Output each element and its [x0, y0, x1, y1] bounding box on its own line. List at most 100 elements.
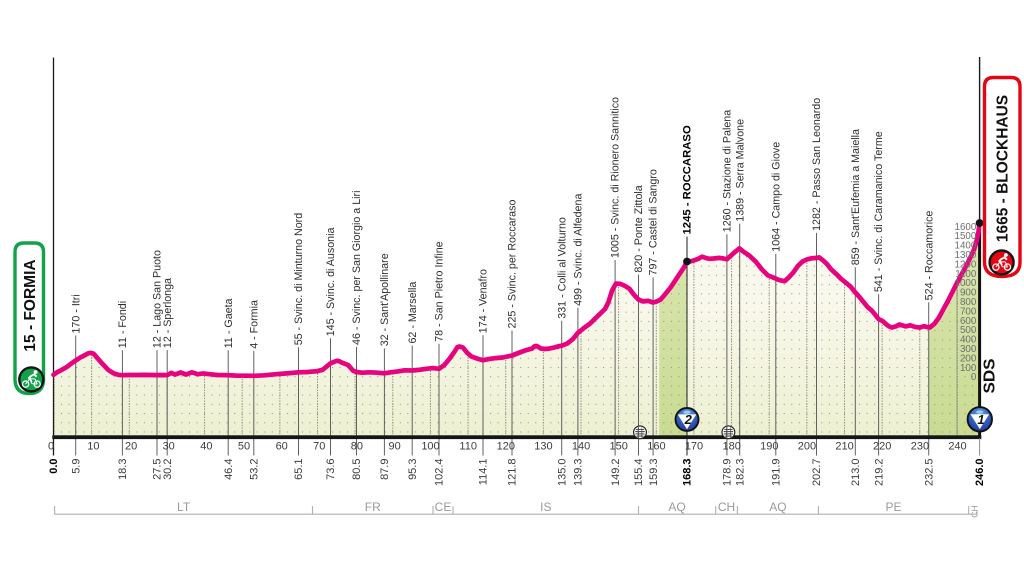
svg-text:178.9: 178.9	[722, 459, 734, 487]
svg-text:200: 200	[798, 441, 816, 453]
svg-text:CH: CH	[970, 505, 980, 517]
svg-text:135.0: 135.0	[556, 459, 568, 487]
svg-text:202.7: 202.7	[811, 459, 823, 487]
svg-text:1260 - Stazione di Palena: 1260 - Stazione di Palena	[722, 110, 734, 232]
svg-text:62 - Marsella: 62 - Marsella	[407, 282, 419, 344]
svg-text:2: 2	[684, 412, 693, 427]
svg-text:191.9: 191.9	[771, 459, 783, 487]
svg-text:5.9: 5.9	[70, 459, 82, 474]
svg-text:IS: IS	[540, 500, 551, 514]
svg-text:1245 - ROCCARASO: 1245 - ROCCARASO	[682, 125, 694, 234]
svg-text:200: 200	[960, 353, 977, 364]
svg-text:331 - Colli al Volturno: 331 - Colli al Volturno	[556, 217, 568, 319]
svg-text:0.0: 0.0	[48, 459, 60, 474]
svg-text:PE: PE	[885, 500, 901, 514]
svg-text:1282 - Passo San Leonardo: 1282 - Passo San Leonardo	[811, 98, 823, 231]
svg-text:1: 1	[977, 412, 984, 427]
svg-text:4 - Formia: 4 - Formia	[248, 300, 260, 349]
svg-text:15 - FORMIA: 15 - FORMIA	[22, 259, 39, 351]
svg-text:46 - Svinc. per San Giorgio a: 46 - Svinc. per San Giorgio a Liri	[351, 191, 363, 345]
svg-text:53.2: 53.2	[249, 459, 261, 480]
svg-text:55 - Svinc. di Minturno Nord: 55 - Svinc. di Minturno Nord	[293, 213, 305, 346]
svg-text:100: 100	[960, 363, 977, 374]
svg-text:859 - Sant'Eufemia a Maiella: 859 - Sant'Eufemia a Maiella	[850, 129, 862, 265]
svg-text:155.4: 155.4	[633, 459, 645, 487]
svg-text:27.5: 27.5	[152, 459, 164, 480]
svg-text:78 - San Pietro Infine: 78 - San Pietro Infine	[434, 241, 446, 341]
svg-text:130: 130	[534, 441, 552, 453]
svg-text:220: 220	[873, 441, 891, 453]
svg-text:700: 700	[960, 306, 977, 317]
svg-text:499 - Svinc. di Alfedena: 499 - Svinc. di Alfedena	[573, 194, 585, 306]
svg-text:1389 - Serra Malvone: 1389 - Serra Malvone	[734, 119, 746, 222]
svg-text:70: 70	[313, 441, 325, 453]
svg-text:100: 100	[421, 441, 439, 453]
svg-text:225 - Svinc. per Roccaraso: 225 - Svinc. per Roccaraso	[507, 200, 519, 329]
svg-text:240: 240	[948, 441, 966, 453]
svg-text:500: 500	[960, 325, 977, 336]
svg-text:190: 190	[760, 441, 778, 453]
svg-text:150: 150	[610, 441, 628, 453]
svg-text:30.2: 30.2	[162, 459, 174, 480]
svg-text:900: 900	[960, 288, 977, 299]
svg-text:1665 - BLOCKHAUS: 1665 - BLOCKHAUS	[995, 95, 1012, 242]
svg-text:1005 - Svinc. di Rionero Sanni: 1005 - Svinc. di Rionero Sannitico	[610, 97, 622, 258]
svg-text:180: 180	[723, 441, 741, 453]
svg-text:149.2: 149.2	[610, 459, 622, 487]
svg-text:797 - Castel di Sangro: 797 - Castel di Sangro	[648, 169, 660, 275]
svg-text:139.3: 139.3	[573, 459, 585, 487]
svg-text:230: 230	[911, 441, 929, 453]
svg-text:LT: LT	[177, 500, 191, 514]
svg-text:90: 90	[388, 441, 400, 453]
svg-text:80: 80	[351, 441, 363, 453]
svg-text:0: 0	[48, 441, 54, 453]
svg-text:102.4: 102.4	[434, 459, 446, 487]
svg-text:11 - Gaeta: 11 - Gaeta	[223, 298, 235, 348]
svg-text:170 - Itri: 170 - Itri	[70, 294, 82, 333]
svg-text:18.3: 18.3	[117, 459, 129, 480]
svg-text:246.0: 246.0	[974, 459, 986, 487]
svg-text:1300: 1300	[955, 250, 977, 261]
svg-text:CH: CH	[718, 500, 735, 514]
svg-text:12 - Lago San Puoto: 12 - Lago San Puoto	[152, 250, 164, 348]
svg-text:AQ: AQ	[668, 500, 685, 514]
svg-text:65.1: 65.1	[293, 459, 305, 480]
svg-text:1064 - Campo di Giove: 1064 - Campo di Giove	[770, 142, 782, 252]
svg-text:121.8: 121.8	[507, 459, 519, 487]
svg-text:300: 300	[960, 344, 977, 355]
svg-text:114.1: 114.1	[478, 459, 490, 486]
svg-text:1500: 1500	[955, 231, 977, 242]
svg-text:73.6: 73.6	[325, 459, 337, 480]
svg-text:210: 210	[835, 441, 853, 453]
svg-text:600: 600	[960, 316, 977, 327]
svg-text:160: 160	[647, 441, 665, 453]
svg-text:232.5: 232.5	[923, 459, 935, 487]
svg-text:145 - Svinc. di Ausonia: 145 - Svinc. di Ausonia	[325, 228, 337, 337]
svg-text:1600: 1600	[955, 222, 977, 233]
svg-text:87.9: 87.9	[379, 459, 391, 480]
svg-text:213.0: 213.0	[850, 459, 862, 487]
svg-text:1000: 1000	[955, 278, 977, 289]
svg-text:182.3: 182.3	[734, 459, 746, 487]
svg-text:0: 0	[971, 372, 977, 383]
svg-text:170: 170	[685, 441, 703, 453]
svg-text:20: 20	[125, 441, 137, 453]
svg-text:524 - Roccamorice: 524 - Roccamorice	[923, 211, 935, 301]
svg-text:400: 400	[960, 335, 977, 346]
svg-text:10: 10	[87, 441, 99, 453]
svg-text:110: 110	[459, 441, 477, 453]
svg-text:FR: FR	[365, 500, 381, 514]
svg-text:32 - Sant'Apollinare: 32 - Sant'Apollinare	[379, 253, 391, 346]
svg-text:40: 40	[200, 441, 212, 453]
svg-text:50: 50	[238, 441, 250, 453]
svg-text:120: 120	[497, 441, 515, 453]
svg-text:60: 60	[276, 441, 288, 453]
svg-text:12 - Sperlonga: 12 - Sperlonga	[162, 278, 174, 348]
svg-text:541 - Svinc. di Caramanico Ter: 541 - Svinc. di Caramanico Terme	[873, 131, 885, 292]
svg-text:46.4: 46.4	[223, 459, 235, 480]
svg-text:159.3: 159.3	[648, 459, 660, 487]
svg-text:1100: 1100	[955, 269, 977, 280]
svg-text:30: 30	[163, 441, 175, 453]
svg-text:AQ: AQ	[769, 500, 786, 514]
svg-text:174 - Venafro: 174 - Venafro	[478, 269, 490, 333]
